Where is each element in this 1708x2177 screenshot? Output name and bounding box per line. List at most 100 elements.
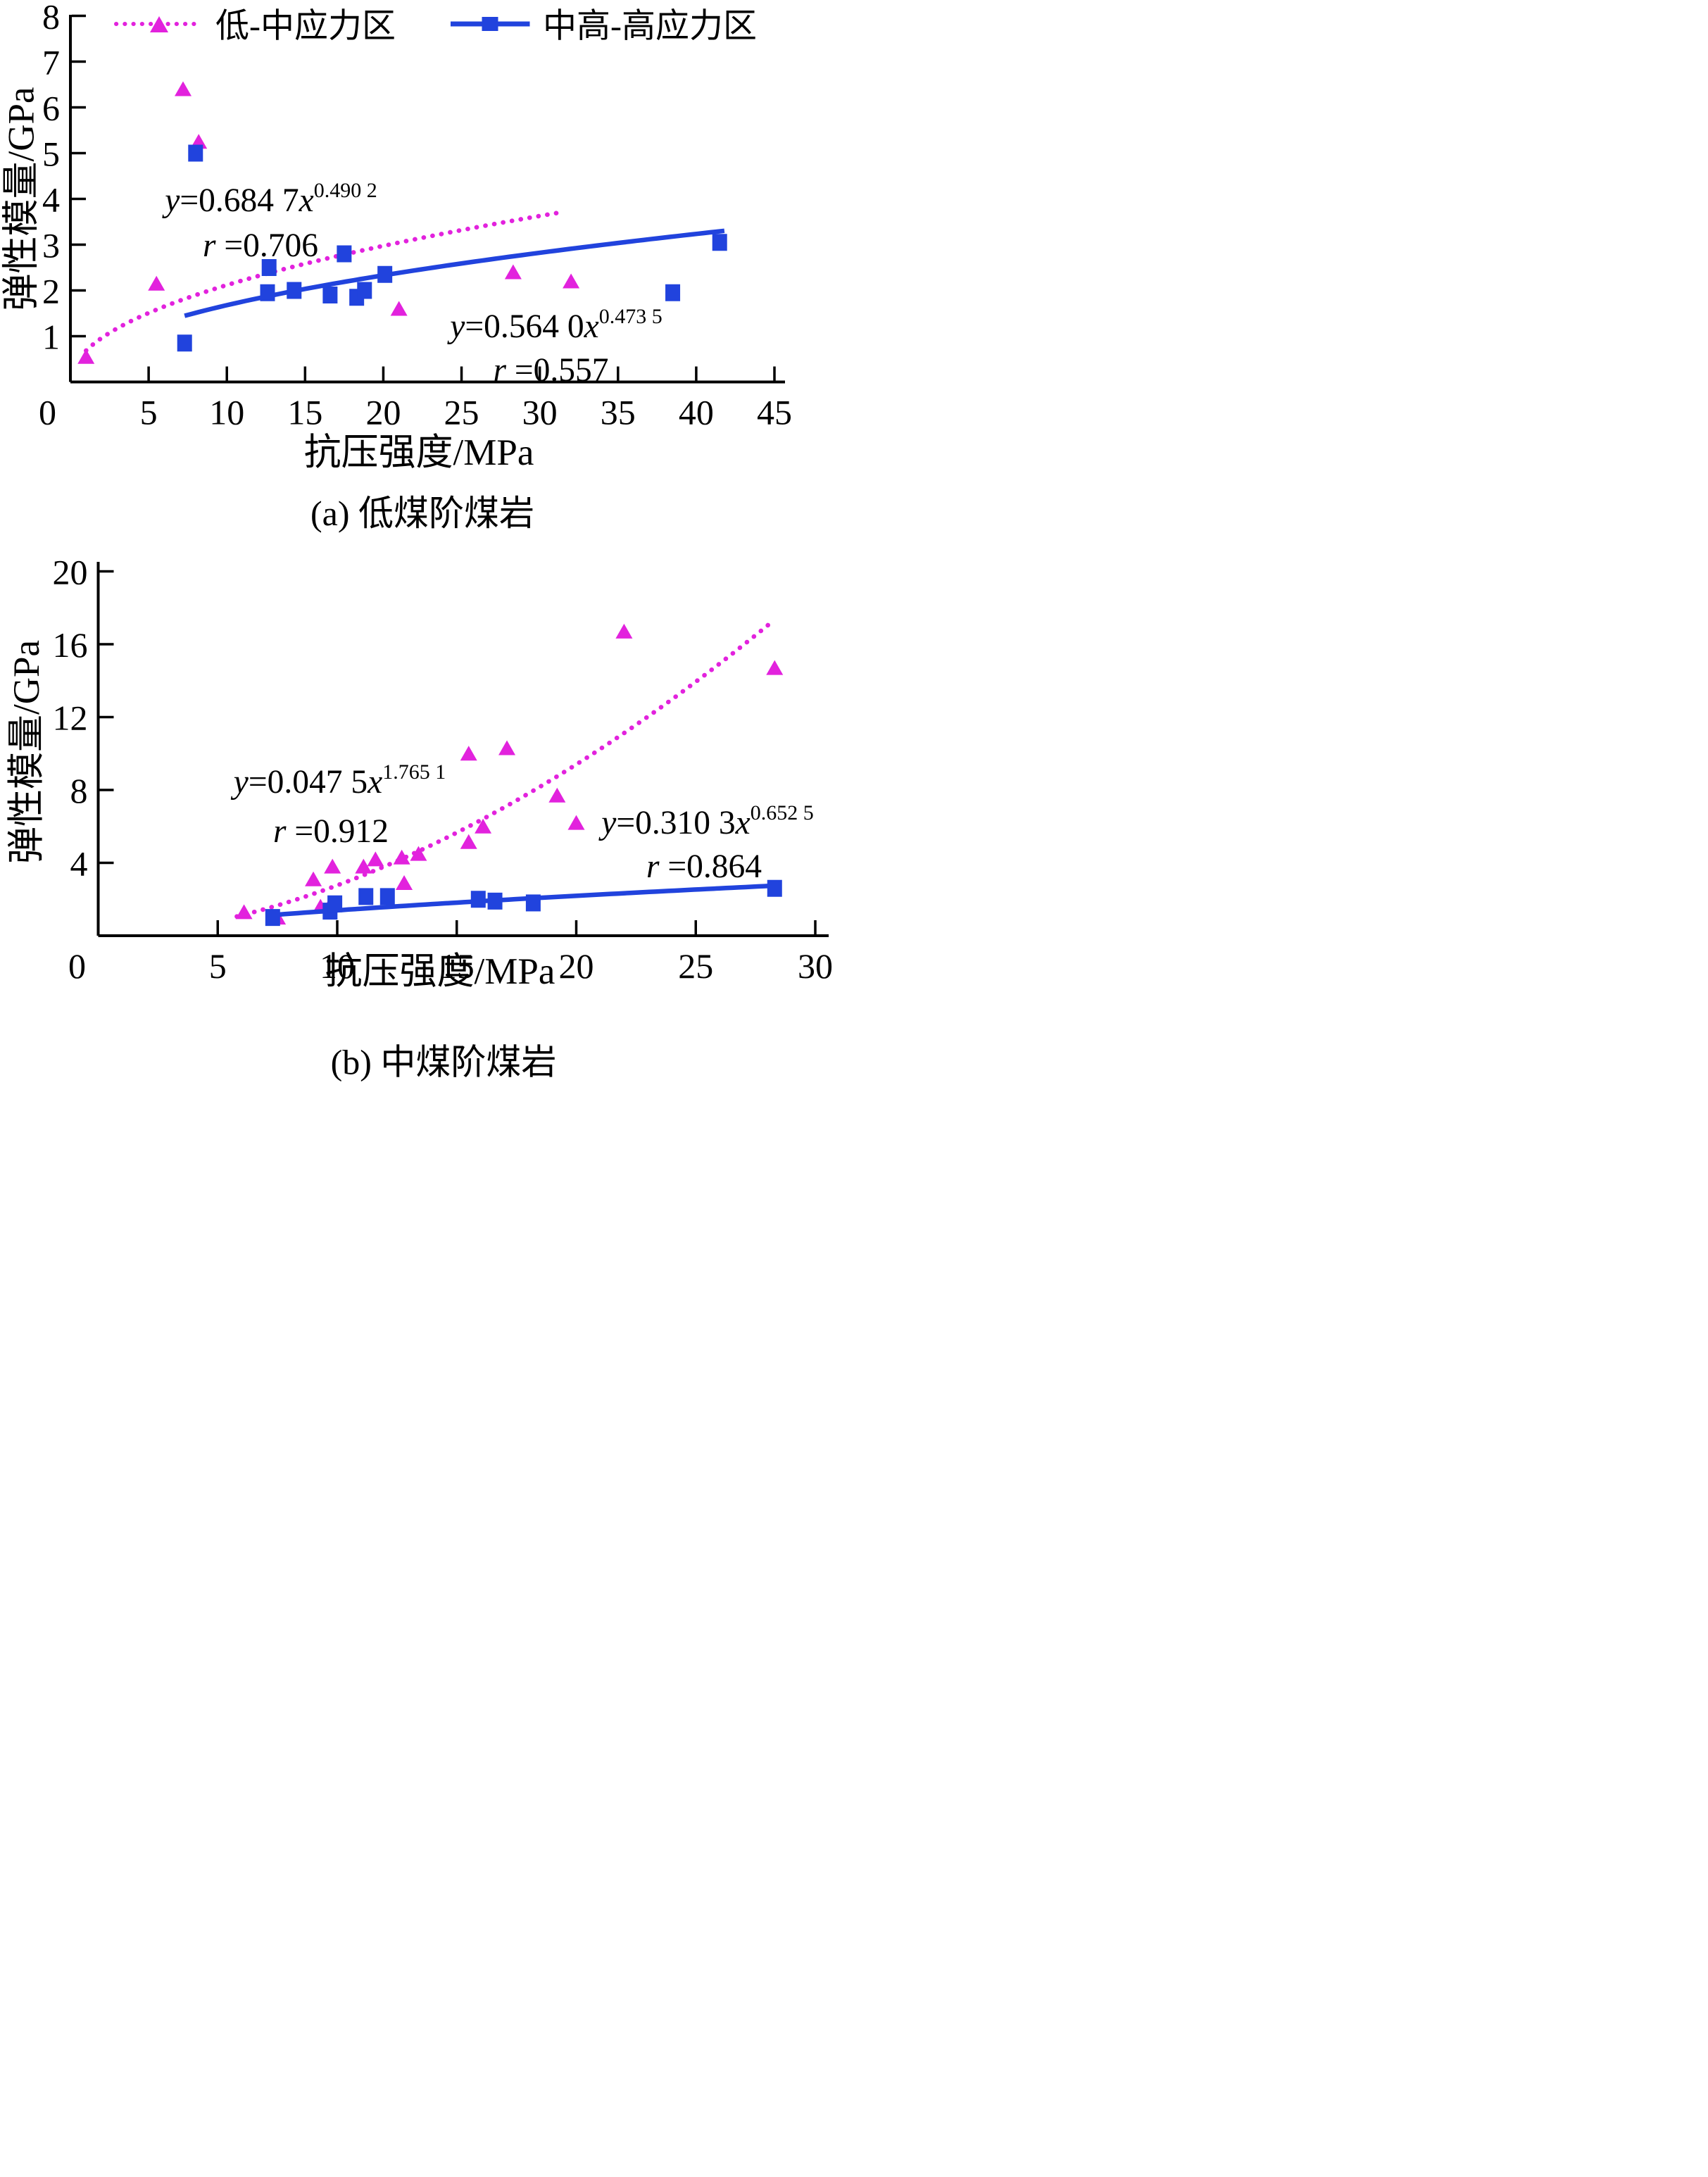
legend-square-marker-icon (482, 17, 498, 31)
x-tick-label: 40 (679, 393, 714, 432)
x-tick-label: 30 (798, 946, 833, 986)
data-point-square (287, 282, 302, 299)
data-point-square (377, 265, 393, 283)
data-point-square (470, 891, 486, 908)
x-tick-label: 10 (320, 946, 355, 986)
data-point-square (767, 879, 782, 897)
data-point-square (322, 287, 338, 303)
figure-page: 5 10 15 20 25 30 35 40 45 0 1 2 3 4 5 6 7 8 低-中应力区 中高-高应力… (0, 0, 854, 1088)
y-tick-label: 8 (70, 771, 88, 810)
data-point-triangle (460, 834, 477, 849)
y-tick-label: 1 (42, 318, 60, 357)
legend-label-low-mid: 低-中应力区 (215, 8, 396, 45)
y-tick-label: 5 (42, 134, 60, 174)
y-tick-label: 8 (42, 0, 60, 37)
equation-a-series1: y=0.684 7x0.490 2 (162, 179, 377, 219)
data-point-triangle (175, 81, 191, 96)
y-tick-label: 16 (53, 625, 88, 665)
data-point-triangle (615, 623, 633, 639)
data-point-triangle (390, 301, 408, 316)
y-tick-label: 20 (53, 553, 88, 592)
series-triangle-markers (77, 81, 580, 364)
equation-b-series1-r: r =0.912 (273, 813, 389, 850)
data-point-triangle (355, 858, 372, 874)
x-axis-title-b: 抗压强度/MPa (325, 951, 555, 992)
y-tick-label: 3 (42, 226, 60, 265)
equation-b-series2-r: r =0.864 (646, 848, 762, 885)
y-tick-label: 4 (42, 180, 60, 220)
data-point-square (357, 282, 372, 299)
data-point-triangle (548, 787, 566, 803)
data-point-triangle (475, 818, 492, 834)
x-axis-title-a: 抗压强度/MPa (304, 432, 534, 473)
data-point-triangle (235, 904, 253, 920)
data-point-square (712, 234, 727, 251)
fit-curve-square (265, 883, 777, 918)
origin-label: 0 (68, 946, 86, 986)
data-point-square (358, 888, 374, 905)
data-point-triangle (766, 660, 784, 675)
data-point-triangle (504, 264, 522, 280)
x-tick-label: 15 (287, 393, 322, 432)
fit-curve-triangle (234, 619, 775, 919)
chart-title-b: (b) 中煤阶煤岩 (331, 1043, 557, 1082)
data-point-triangle (460, 746, 477, 761)
data-point-square (665, 284, 681, 301)
x-tick-label: 30 (522, 393, 558, 432)
data-point-square (327, 895, 343, 912)
data-point-triangle (410, 846, 427, 861)
data-point-square (261, 259, 277, 276)
data-point-square (379, 888, 395, 905)
equation-a-series2: y=0.564 0x0.473 5 (447, 305, 662, 345)
data-point-triangle (148, 275, 165, 291)
data-point-triangle (367, 851, 384, 867)
equation-a-series2-r: r =0.557 (493, 352, 608, 389)
series-square-markers (265, 879, 782, 927)
x-tick-label: 20 (559, 946, 594, 986)
x-tick-label: 45 (757, 393, 792, 432)
data-point-square (265, 909, 280, 927)
x-tick-label: 20 (365, 393, 401, 432)
x-tick-label: 15 (439, 946, 475, 986)
x-tick-label: 5 (209, 946, 227, 986)
x-tick-label: 35 (601, 393, 636, 432)
y-tick-label: 12 (53, 698, 88, 738)
data-point-triangle (567, 815, 585, 830)
chart-b: 5 10 15 20 25 30 0 4 8 12 16 20 y=0.047 5x1.765 1 r… (6, 553, 834, 1082)
y-tick-label: 7 (42, 43, 60, 82)
data-point-square (525, 894, 541, 912)
x-tick-label: 10 (209, 393, 244, 432)
series-square-markers (177, 144, 727, 352)
data-point-triangle (393, 849, 410, 865)
data-point-triangle (77, 349, 95, 364)
data-point-square (188, 144, 203, 162)
chart-b-plot: 5 10 15 20 25 30 0 4 8 12 16 20 (53, 553, 834, 986)
legend-triangle-marker-icon (150, 16, 168, 32)
data-point-triangle (498, 740, 516, 755)
data-point-square (177, 334, 192, 352)
data-point-square (487, 892, 503, 910)
x-tick-label: 25 (444, 393, 479, 432)
data-point-square (260, 284, 275, 301)
y-axis-title-b: 弹性模量/GPa (6, 640, 47, 864)
data-point-square (337, 245, 352, 263)
axes: 5 10 15 20 25 30 0 4 8 12 16 20 (53, 553, 834, 986)
origin-label: 0 (39, 393, 56, 432)
y-tick-label: 2 (42, 272, 60, 311)
y-axis-title-a: 弹性模量/GPa (1, 87, 42, 311)
chart-title-a: (a) 低煤阶煤岩 (310, 494, 534, 533)
legend-label-midhigh-high: 中高-高应力区 (543, 8, 757, 45)
fit-curve-triangle (83, 209, 567, 353)
data-point-triangle (396, 874, 413, 890)
equation-b-series1: y=0.047 5x1.765 1 (231, 760, 446, 801)
y-tick-label: 6 (42, 89, 60, 128)
x-tick-label: 25 (678, 946, 713, 986)
equation-a-series1-r: r =0.706 (203, 227, 318, 264)
equation-b-series2: y=0.310 3x0.652 5 (598, 801, 813, 841)
data-point-triangle (305, 871, 322, 886)
x-tick-label: 5 (140, 393, 158, 432)
y-tick-label: 4 (70, 844, 88, 884)
